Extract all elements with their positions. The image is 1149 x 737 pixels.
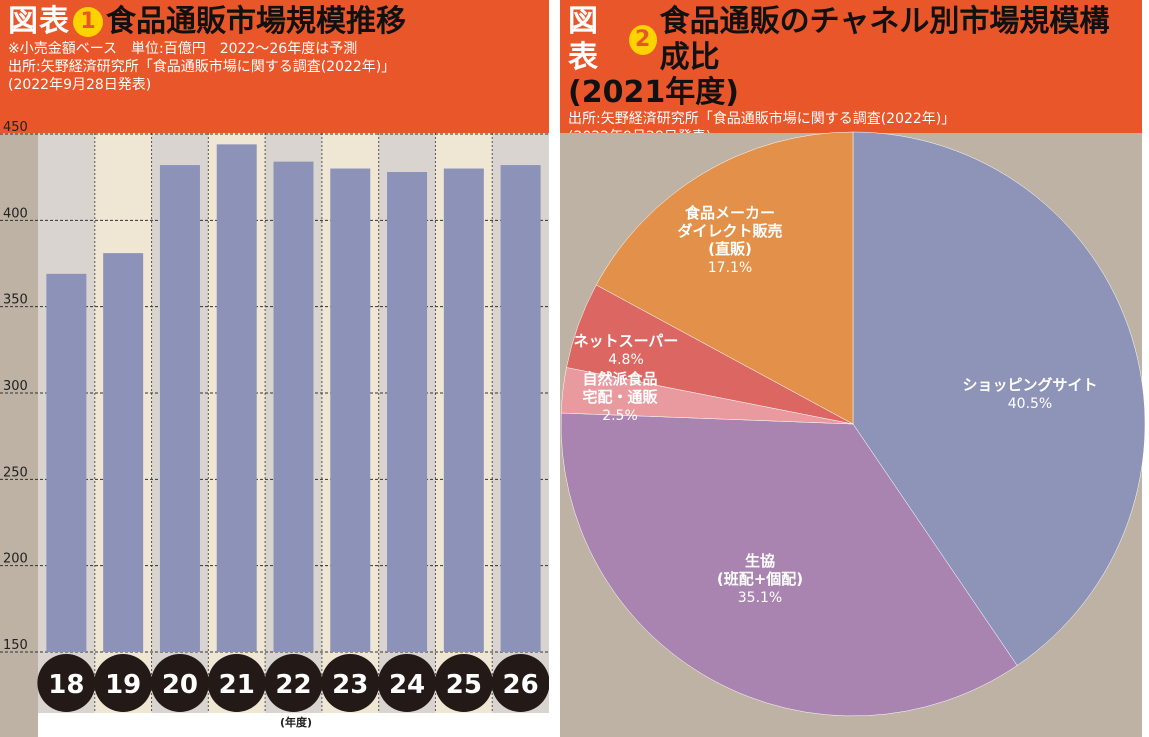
bar [216, 144, 257, 653]
y-tick-label: 200 [3, 552, 28, 567]
y-tick-label: 300 [3, 379, 28, 394]
chart-note: ※小売金額ベース 単位:百億円 2022〜26年度は予測 [8, 41, 358, 57]
chart-tag: 図表 [8, 4, 70, 39]
chart-title: 食品通販市場規模推移 [106, 4, 406, 39]
slice-label: (班配+個配) [717, 570, 803, 588]
y-tick-label: 450 [3, 120, 28, 135]
x-tick-label: 22 [275, 670, 311, 700]
chart-title: 食品通販のチャネル別市場規模構成比 [659, 4, 1110, 75]
x-category-badge [491, 654, 549, 712]
x-category-badge [150, 654, 209, 712]
x-tick-label: 24 [389, 670, 425, 700]
slice-percent-label: 35.1% [738, 590, 782, 606]
slice-label: ネットスーパー [574, 332, 679, 350]
y-tick-label: 150 [3, 638, 28, 653]
x-category-badge [207, 654, 266, 712]
x-tick-label: 23 [332, 670, 368, 700]
slice-label: ダイレクト販売 [677, 222, 782, 240]
y-tick-label: 250 [3, 465, 28, 480]
slice-percent-label: 40.5% [1008, 396, 1052, 412]
x-category-badge [378, 654, 437, 712]
chart-tag: 図表 [568, 4, 599, 75]
chart-published: (2022年9月28日発表) [8, 77, 152, 93]
x-axis-label: (年度) [280, 715, 312, 729]
bar [443, 168, 484, 653]
y-tick-label: 400 [3, 206, 28, 221]
bar-chart-header: 図表 1 食品通販市場規模推移 ※小売金額ベース 単位:百億円 2022〜26年… [0, 0, 549, 133]
x-tick-label: 21 [219, 670, 255, 700]
slice-percent-label: 17.1% [708, 260, 752, 276]
x-category-badge [434, 654, 493, 712]
slice-label: 生協 [745, 552, 775, 570]
pie-slice [595, 131, 854, 425]
bar [387, 171, 428, 652]
slice-label: 自然派食品 [582, 370, 657, 388]
slice-label: ショッピングサイト [962, 376, 1097, 394]
bar [500, 165, 541, 652]
pie-slice [852, 131, 1146, 666]
slice-percent-label: 4.8% [608, 352, 644, 368]
bar [103, 253, 144, 652]
bar [330, 168, 371, 653]
chart-title-continued: (2021年度) [568, 75, 739, 110]
bar [46, 273, 87, 652]
x-tick-label: 18 [48, 670, 84, 700]
x-category-badge [264, 654, 323, 712]
bar-chart-panel: 図表 1 食品通販市場規模推移 ※小売金額ベース 単位:百億円 2022〜26年… [0, 0, 549, 737]
x-category-badge [37, 654, 96, 712]
chart-number-badge: 1 [73, 7, 103, 37]
pie-chart-panel: 図表 2 食品通販のチャネル別市場規模構成比 (2021年度) 出所:矢野経済研… [560, 0, 1149, 737]
slice-label: 食品メーカー [685, 204, 775, 222]
pie-slice [560, 412, 1018, 717]
x-category-badge [321, 654, 380, 712]
bar-chart: 150 200 250 300 350 400 450 18 19 20 21 22 23 24 25 26 (… [0, 120, 549, 737]
bar [159, 165, 200, 652]
slice-label: (直販) [708, 240, 752, 258]
chart-source: 出所:矢野経済研究所「食品通販市場に関する調査(2022年)」 [8, 59, 396, 75]
slice-label: 宅配・通販 [582, 388, 658, 406]
x-tick-label: 20 [162, 670, 198, 700]
y-tick-label: 350 [3, 293, 28, 308]
x-tick-label: 19 [105, 670, 141, 700]
chart-source: 出所:矢野経済研究所「食品通販市場に関する調査(2022年)」 [568, 111, 956, 127]
chart-number-badge: 2 [628, 25, 657, 55]
pie-chart-header: 図表 2 食品通販のチャネル別市場規模構成比 (2021年度) 出所:矢野経済研… [560, 0, 1142, 145]
x-category-badge [94, 654, 153, 712]
y-axis-strip [0, 133, 38, 737]
x-tick-label: 25 [446, 670, 482, 700]
bar [273, 161, 314, 653]
x-tick-label: 26 [503, 670, 539, 700]
slice-percent-label: 2.5% [602, 408, 638, 424]
